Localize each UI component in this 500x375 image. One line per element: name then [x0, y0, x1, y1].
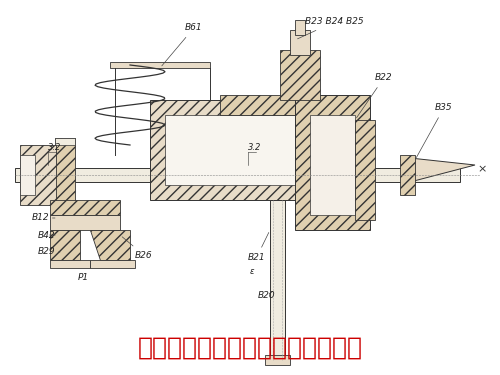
Polygon shape — [290, 30, 310, 55]
Polygon shape — [165, 115, 295, 185]
Polygon shape — [220, 95, 295, 115]
Text: B22: B22 — [356, 74, 392, 118]
Polygon shape — [265, 355, 290, 365]
Text: ×: × — [478, 164, 486, 174]
Polygon shape — [90, 230, 130, 260]
Polygon shape — [270, 200, 285, 360]
Polygon shape — [110, 62, 210, 68]
Text: B61: B61 — [162, 24, 202, 66]
Polygon shape — [310, 115, 355, 215]
Text: B35: B35 — [416, 104, 452, 158]
Polygon shape — [15, 168, 460, 182]
Polygon shape — [50, 200, 120, 215]
Text: B20: B20 — [258, 291, 276, 300]
Text: 辉县市鑫达纺织机械配件有限公司: 辉县市鑫达纺织机械配件有限公司 — [138, 336, 362, 360]
Polygon shape — [295, 20, 305, 35]
Polygon shape — [355, 120, 375, 220]
Polygon shape — [295, 95, 370, 230]
Polygon shape — [20, 155, 35, 195]
Polygon shape — [55, 138, 75, 145]
Polygon shape — [150, 100, 310, 200]
Polygon shape — [50, 260, 90, 268]
Polygon shape — [280, 50, 320, 100]
Text: B26: B26 — [122, 237, 152, 260]
Polygon shape — [20, 145, 56, 205]
Text: ε: ε — [250, 267, 254, 276]
Text: P1: P1 — [78, 273, 89, 282]
Polygon shape — [400, 155, 415, 195]
Text: 3.2: 3.2 — [48, 144, 62, 153]
Polygon shape — [55, 205, 75, 210]
Text: B12: B12 — [32, 213, 55, 222]
Polygon shape — [50, 215, 120, 230]
Text: B29: B29 — [38, 248, 60, 256]
Text: B21: B21 — [248, 232, 269, 261]
Text: B42: B42 — [38, 231, 56, 240]
Polygon shape — [55, 138, 75, 210]
Polygon shape — [410, 158, 475, 182]
Text: B23 B24 B25: B23 B24 B25 — [298, 18, 364, 39]
Polygon shape — [50, 230, 80, 260]
Polygon shape — [90, 260, 135, 268]
Text: 3.2: 3.2 — [248, 144, 262, 153]
